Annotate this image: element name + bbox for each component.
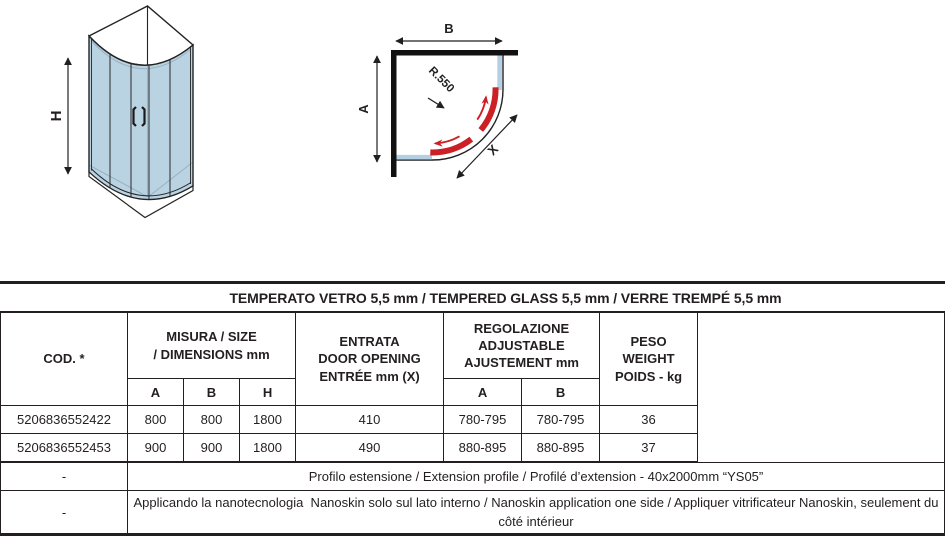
table-title: TEMPERATO VETRO 5,5 mm / TEMPERED GLASS … — [229, 289, 782, 306]
note-0-dash: - — [0, 461, 128, 491]
table-title-bar: TEMPERATO VETRO 5,5 mm / TEMPERED GLASS … — [0, 281, 945, 311]
subheader-reg-a: A — [443, 378, 523, 406]
row-0-x: 410 — [295, 405, 445, 434]
row-0-a: 800 — [127, 405, 184, 434]
row-0-b: 800 — [183, 405, 240, 434]
subheader-reg-b: B — [521, 378, 601, 406]
col-header-cod: COD. * — [0, 311, 128, 406]
row-0-reg-a: 780-795 — [443, 405, 523, 434]
radius-pointer — [427, 97, 445, 109]
row-1-peso: 37 — [599, 433, 699, 463]
row-1-h: 1800 — [238, 433, 297, 463]
col-header-entrata: ENTRATA DOOR OPENING ENTRÉE mm (X) — [295, 311, 445, 406]
note-1-text: Applicando la nanotecnologia Nanoskin so… — [127, 490, 945, 536]
a-dimension-label: A — [356, 104, 371, 114]
row-0-h: 1800 — [238, 405, 297, 434]
empty-filler-cell — [697, 311, 945, 463]
door-handle-left — [132, 106, 137, 127]
tray-apron — [88, 170, 194, 219]
col-header-size: MISURA / SIZE / DIMENSIONS mm — [126, 311, 297, 379]
spec-table: COD. * MISURA / SIZE / DIMENSIONS mm ENT… — [0, 311, 945, 536]
row-1-reg-b: 880-895 — [521, 433, 601, 463]
note-1-dash: - — [0, 490, 128, 536]
col-header-peso: PESO WEIGHT POIDS - kg — [599, 311, 699, 406]
row-0-cod: 5206836552422 — [0, 405, 128, 434]
b-dimension-label: B — [444, 21, 453, 36]
note-0-text: Profilo estensione / Extension profile /… — [127, 461, 945, 491]
row-1-x: 490 — [295, 433, 445, 463]
height-dimension-label: H — [48, 111, 65, 122]
row-0-peso: 36 — [599, 405, 699, 434]
door-handle-right — [141, 106, 146, 127]
iso-view-diagram: H — [48, 5, 195, 219]
row-1-cod: 5206836552453 — [0, 433, 128, 463]
door-edges — [109, 53, 171, 199]
row-1-a: 900 — [127, 433, 184, 463]
x-dimension-line — [456, 114, 518, 179]
table-row: 5206836552422 800 800 1800 410 780-795 7… — [0, 405, 945, 434]
slide-arrow-upper — [476, 95, 489, 121]
note-row: - Applicando la nanotecnologia Nanoskin … — [0, 490, 945, 536]
col-header-regolazione: REGOLAZIONE ADJUSTABLE AJUSTEMENT mm — [443, 311, 601, 379]
subheader-a: A — [127, 378, 184, 406]
row-0-reg-b: 780-795 — [521, 405, 601, 434]
slide-arrow-lower — [433, 135, 460, 147]
plan-view-diagram: R.550 B A X — [356, 21, 518, 179]
x-dimension-label: X — [484, 141, 501, 158]
subheader-h: H — [238, 378, 297, 406]
radius-label: R.550 — [426, 65, 456, 95]
subheader-b: B — [183, 378, 240, 406]
note-row: - Profilo estensione / Extension profile… — [0, 461, 945, 491]
row-1-reg-a: 880-895 — [443, 433, 523, 463]
table-row: 5206836552453 900 900 1800 490 880-895 8… — [0, 433, 945, 463]
row-1-b: 900 — [183, 433, 240, 463]
